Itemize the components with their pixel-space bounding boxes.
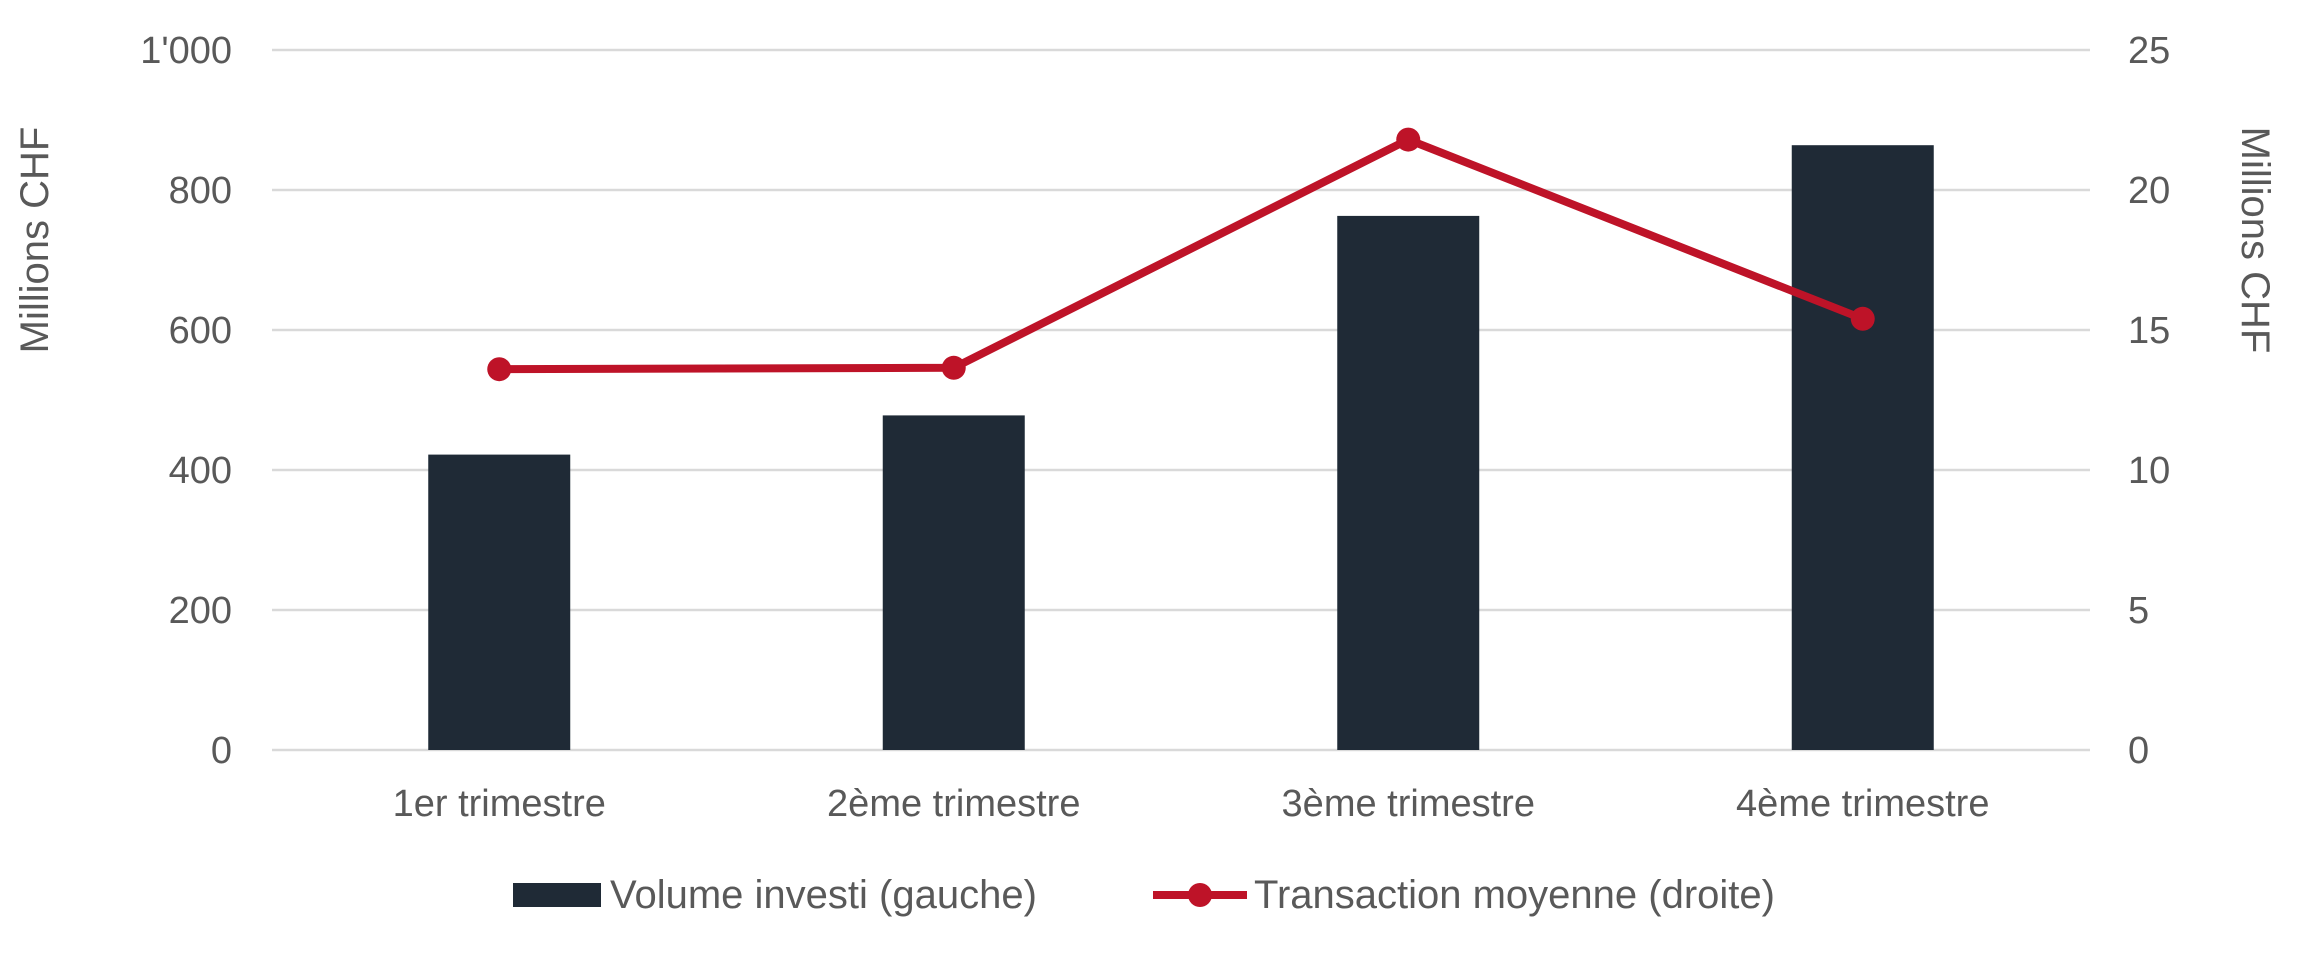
line-path xyxy=(499,135,1865,374)
line-point xyxy=(1396,127,1421,152)
x-tick-label: 4ème trimestre xyxy=(1736,783,1989,825)
bar xyxy=(1337,215,1480,750)
legend-bar-swatch xyxy=(513,883,601,907)
x-tick-label: 2ème trimestre xyxy=(827,783,1080,825)
right-tick-label: 20 xyxy=(2128,170,2170,212)
right-tick-label: 25 xyxy=(2128,30,2170,72)
left-tick-label: 1'000 xyxy=(140,30,232,72)
left-tick-label: 200 xyxy=(169,590,232,632)
right-tick-label: 0 xyxy=(2128,730,2149,772)
left-axis-title: Millions CHF xyxy=(13,127,57,354)
x-axis-ticks: 1er trimestre 2ème trimestre 3ème trimestr… xyxy=(393,783,1990,825)
legend-line-label: Transaction moyenne (droite) xyxy=(1254,873,1775,917)
left-tick-label: 0 xyxy=(211,730,232,772)
right-axis-title: Millions CHF xyxy=(2233,127,2277,354)
bar-series xyxy=(428,145,1934,750)
legend-line-marker xyxy=(1188,883,1212,907)
bar xyxy=(428,454,571,750)
left-axis-ticks: 0 200 400 600 800 1'000 xyxy=(140,30,232,772)
left-tick-label: 400 xyxy=(169,450,232,492)
legend: Volume investi (gauche) Transaction moye… xyxy=(513,873,1775,917)
gridlines xyxy=(272,48,2090,752)
line-series xyxy=(487,127,1875,382)
right-tick-label: 15 xyxy=(2128,310,2170,352)
right-axis-ticks: 0 5 10 15 20 25 xyxy=(2128,30,2170,772)
legend-bar-label: Volume investi (gauche) xyxy=(610,873,1037,917)
left-tick-label: 800 xyxy=(169,170,232,212)
bar xyxy=(1791,145,1934,750)
line-point xyxy=(1850,306,1875,331)
bar xyxy=(882,415,1025,750)
line-point xyxy=(941,355,966,380)
x-tick-label: 3ème trimestre xyxy=(1282,783,1535,825)
line-point xyxy=(487,357,512,382)
x-tick-label: 1er trimestre xyxy=(393,783,606,825)
right-tick-label: 5 xyxy=(2128,590,2149,632)
right-tick-label: 10 xyxy=(2128,450,2170,492)
left-tick-label: 600 xyxy=(169,310,232,352)
